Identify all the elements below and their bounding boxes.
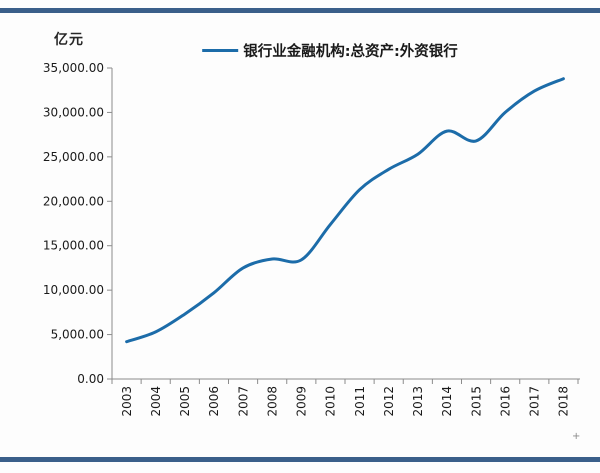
top-border-bar [0, 8, 600, 13]
x-tick-label: 2011 [353, 386, 367, 417]
y-tick-label: 15,000.00 [43, 239, 104, 253]
legend-line-icon [202, 49, 239, 52]
x-tick-label: 2012 [382, 386, 396, 417]
x-tick-label: 2004 [149, 386, 163, 417]
bottom-border-bar [0, 457, 600, 462]
chart-legend: 银行业金融机构:总资产:外资银行 [202, 40, 458, 61]
x-tick-label: 2009 [295, 386, 309, 417]
y-tick-label: 5,000.00 [51, 328, 104, 342]
x-tick-label: 2016 [498, 386, 512, 417]
y-tick-label: 25,000.00 [43, 150, 104, 164]
y-tick-label: 20,000.00 [43, 194, 104, 208]
y-tick-label: 10,000.00 [43, 283, 104, 297]
x-tick-label: 2003 [120, 386, 134, 417]
x-tick-label: 2010 [324, 386, 338, 417]
y-tick-label: 0.00 [77, 372, 104, 386]
x-tick-label: 2014 [440, 386, 454, 417]
series-line-foreign-banks [125, 77, 565, 344]
x-tick-label: 2008 [265, 386, 279, 417]
y-tick-label: 30,000.00 [43, 105, 104, 119]
y-axis-unit-label: 亿元 [54, 32, 84, 48]
x-tick-label: 2017 [528, 386, 542, 417]
x-tick-label: 2007 [236, 386, 250, 417]
y-tick-label: 35,000.00 [43, 61, 104, 75]
legend-series-label: 银行业金融机构:总资产:外资银行 [243, 44, 458, 60]
x-tick-label: 2013 [411, 386, 425, 417]
x-tick-label: 2006 [207, 386, 221, 417]
x-tick-label: 2015 [469, 386, 483, 417]
corner-plus-mark: + [572, 431, 581, 442]
x-tick-label: 2018 [557, 386, 571, 417]
x-tick-label: 2005 [178, 386, 192, 417]
